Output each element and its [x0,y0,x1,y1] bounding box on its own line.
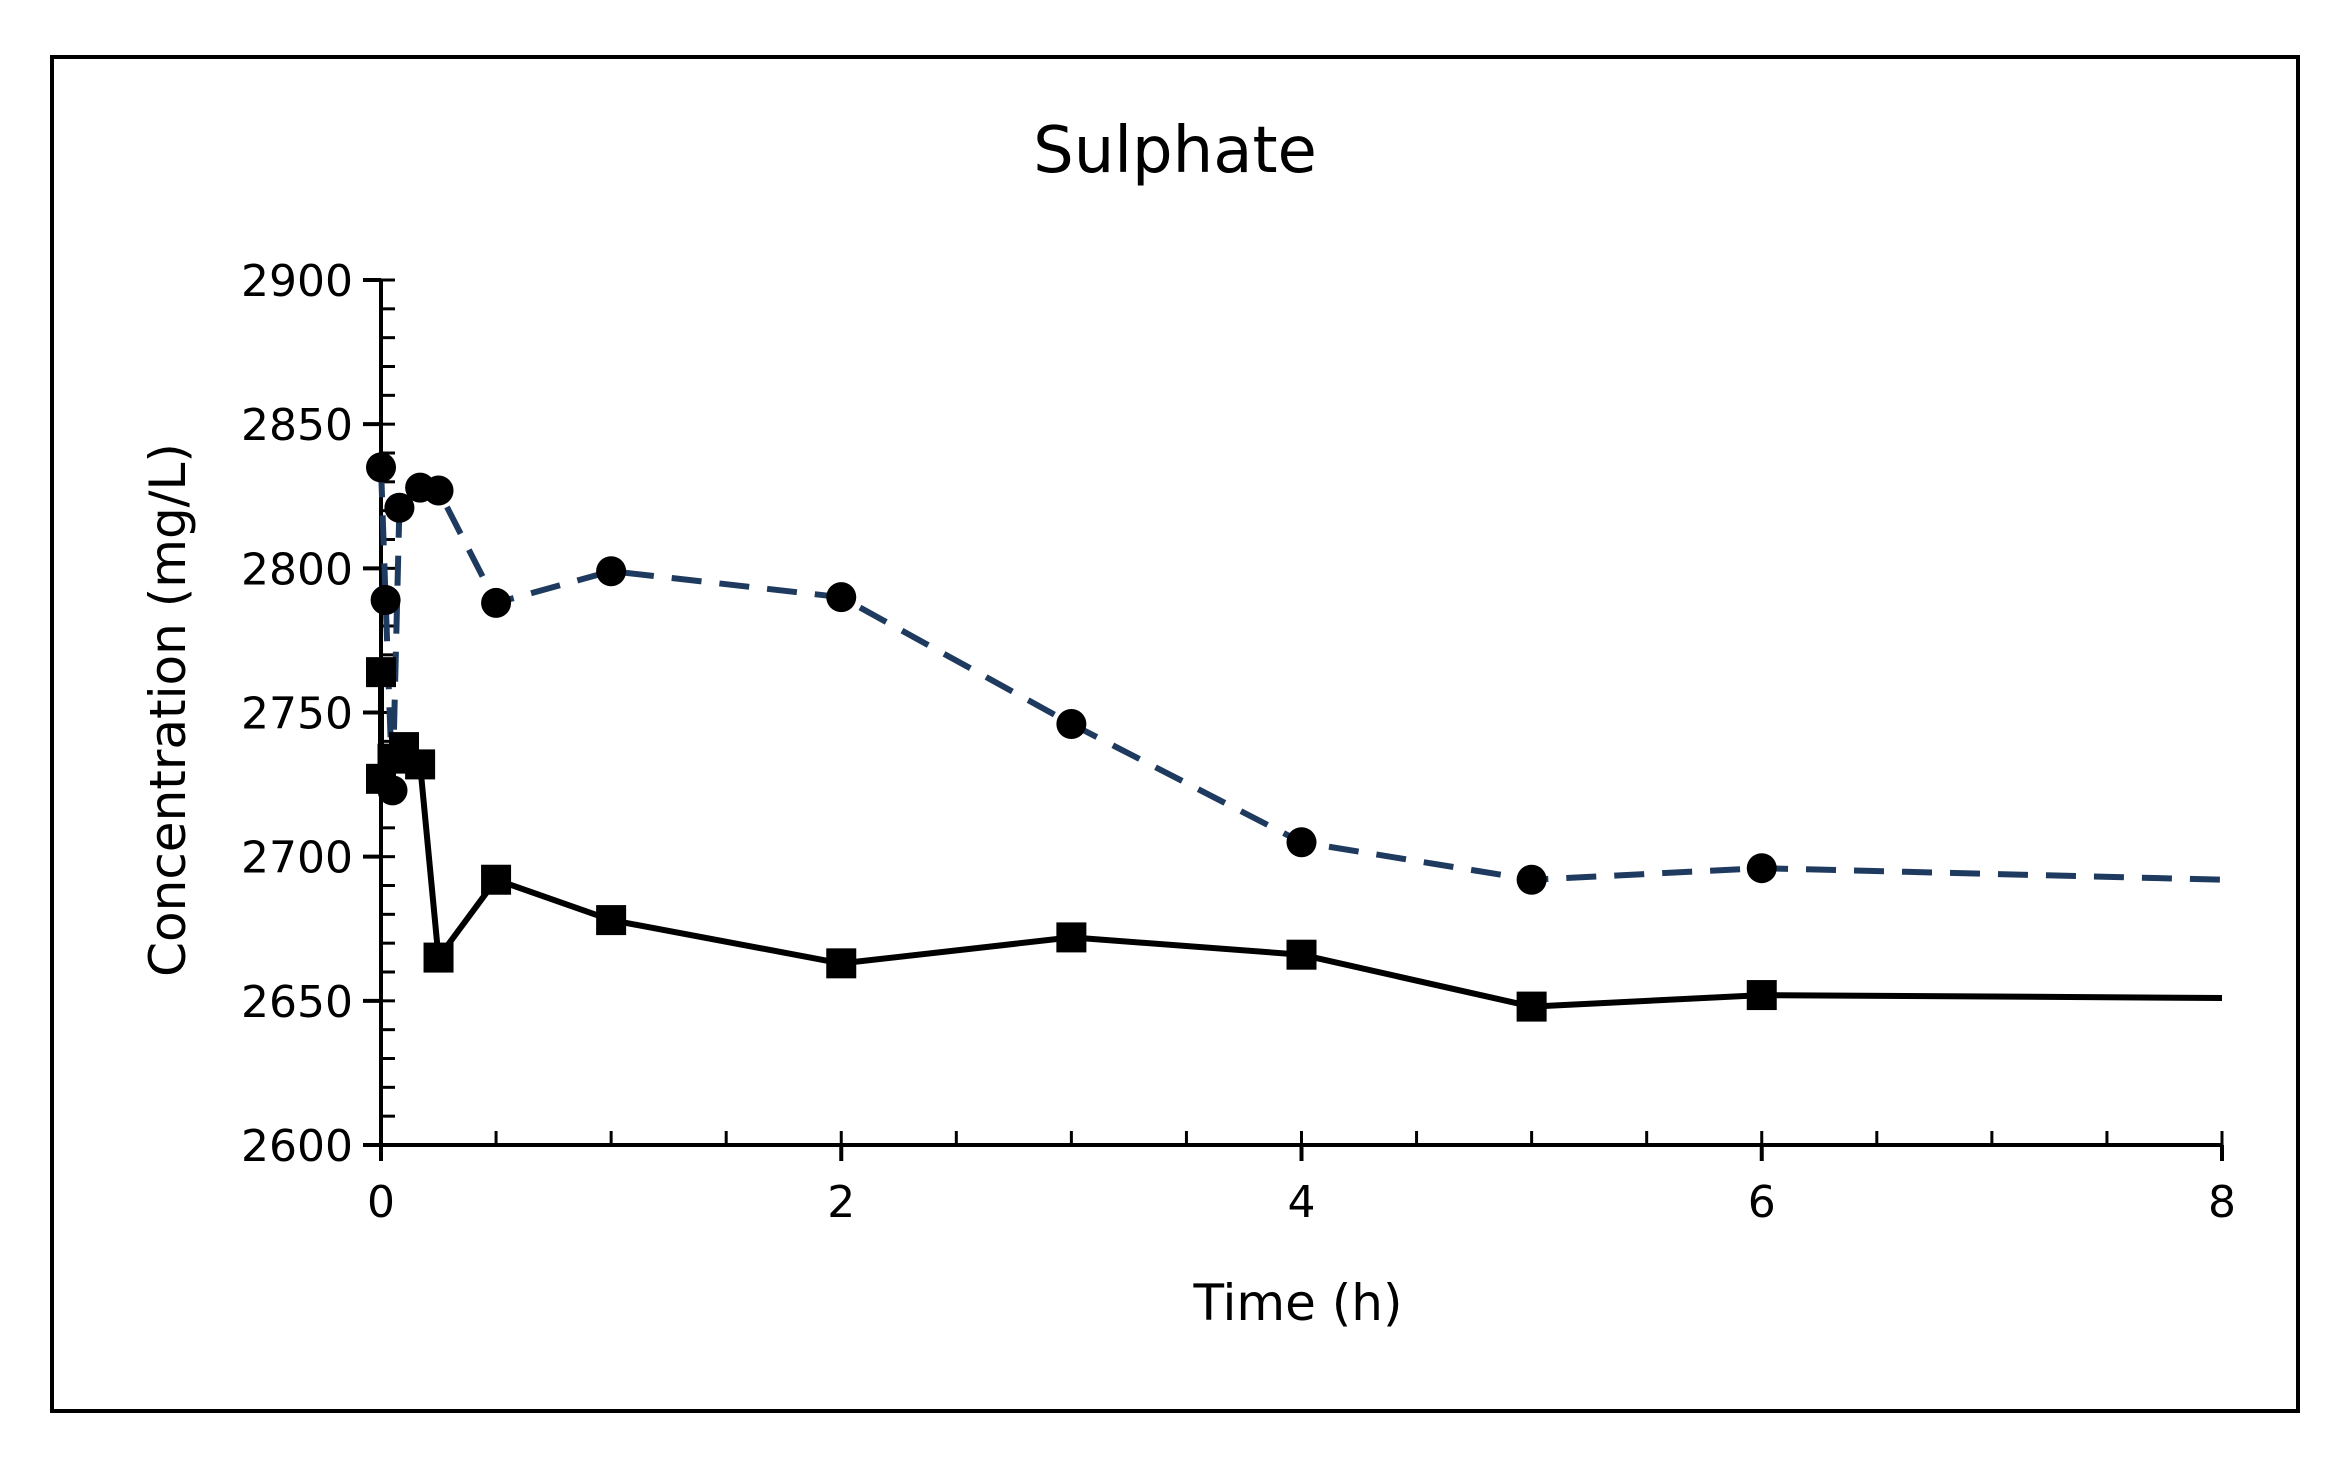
y-tick-label: 2900 [241,256,353,307]
data-point-square [405,749,436,780]
data-point-circle [1746,853,1777,884]
data-point-square [826,948,857,979]
data-point-circle [1516,864,1547,895]
data-point-circle [370,585,401,616]
data-point-circle [1286,827,1317,858]
data-point-circle [366,452,396,483]
x-tick-label: 6 [1748,1177,1776,1228]
y-tick-label: 2850 [241,400,353,451]
data-point-circle [1056,709,1087,740]
data-point-circle [384,492,415,523]
y-tick-label: 2600 [241,1121,353,1172]
y-tick-label: 2800 [241,544,353,595]
series-circles-dashed [366,452,2223,895]
data-point-square [1056,922,1087,953]
data-point-square [481,864,512,895]
data-point-square [423,942,454,973]
chart-frame [50,55,2300,1413]
x-tick-label: 4 [1288,1177,1316,1228]
data-point-square [596,905,627,936]
x-tick-label: 2 [827,1177,855,1228]
data-point-square [1746,980,1777,1011]
data-point-circle [596,556,627,587]
axes: 2600 2650 2700 2750 2800 2850 2900 0 2 4 6 8 [241,256,2236,1228]
data-point-circle [481,587,512,618]
data-point-circle [826,582,857,613]
y-tick-label: 2650 [241,977,353,1028]
series-line [378,467,2223,883]
data-point-square [366,657,396,688]
x-tick-label: 0 [367,1177,395,1228]
series-layer [366,452,2223,1022]
series-squares-solid [366,657,2223,1022]
data-point-circle [423,475,454,506]
x-tick-label: 8 [2208,1177,2236,1228]
x-axis-label: Time (h) [1193,1274,1403,1332]
y-tick-label: 2700 [241,833,353,884]
y-axis-label: Concentration (mg/L) [139,443,197,977]
chart-title: Sulphate [1033,114,1317,188]
data-point-square [1286,939,1317,970]
y-tick-label: 2750 [241,689,353,740]
data-point-square [1516,991,1547,1022]
